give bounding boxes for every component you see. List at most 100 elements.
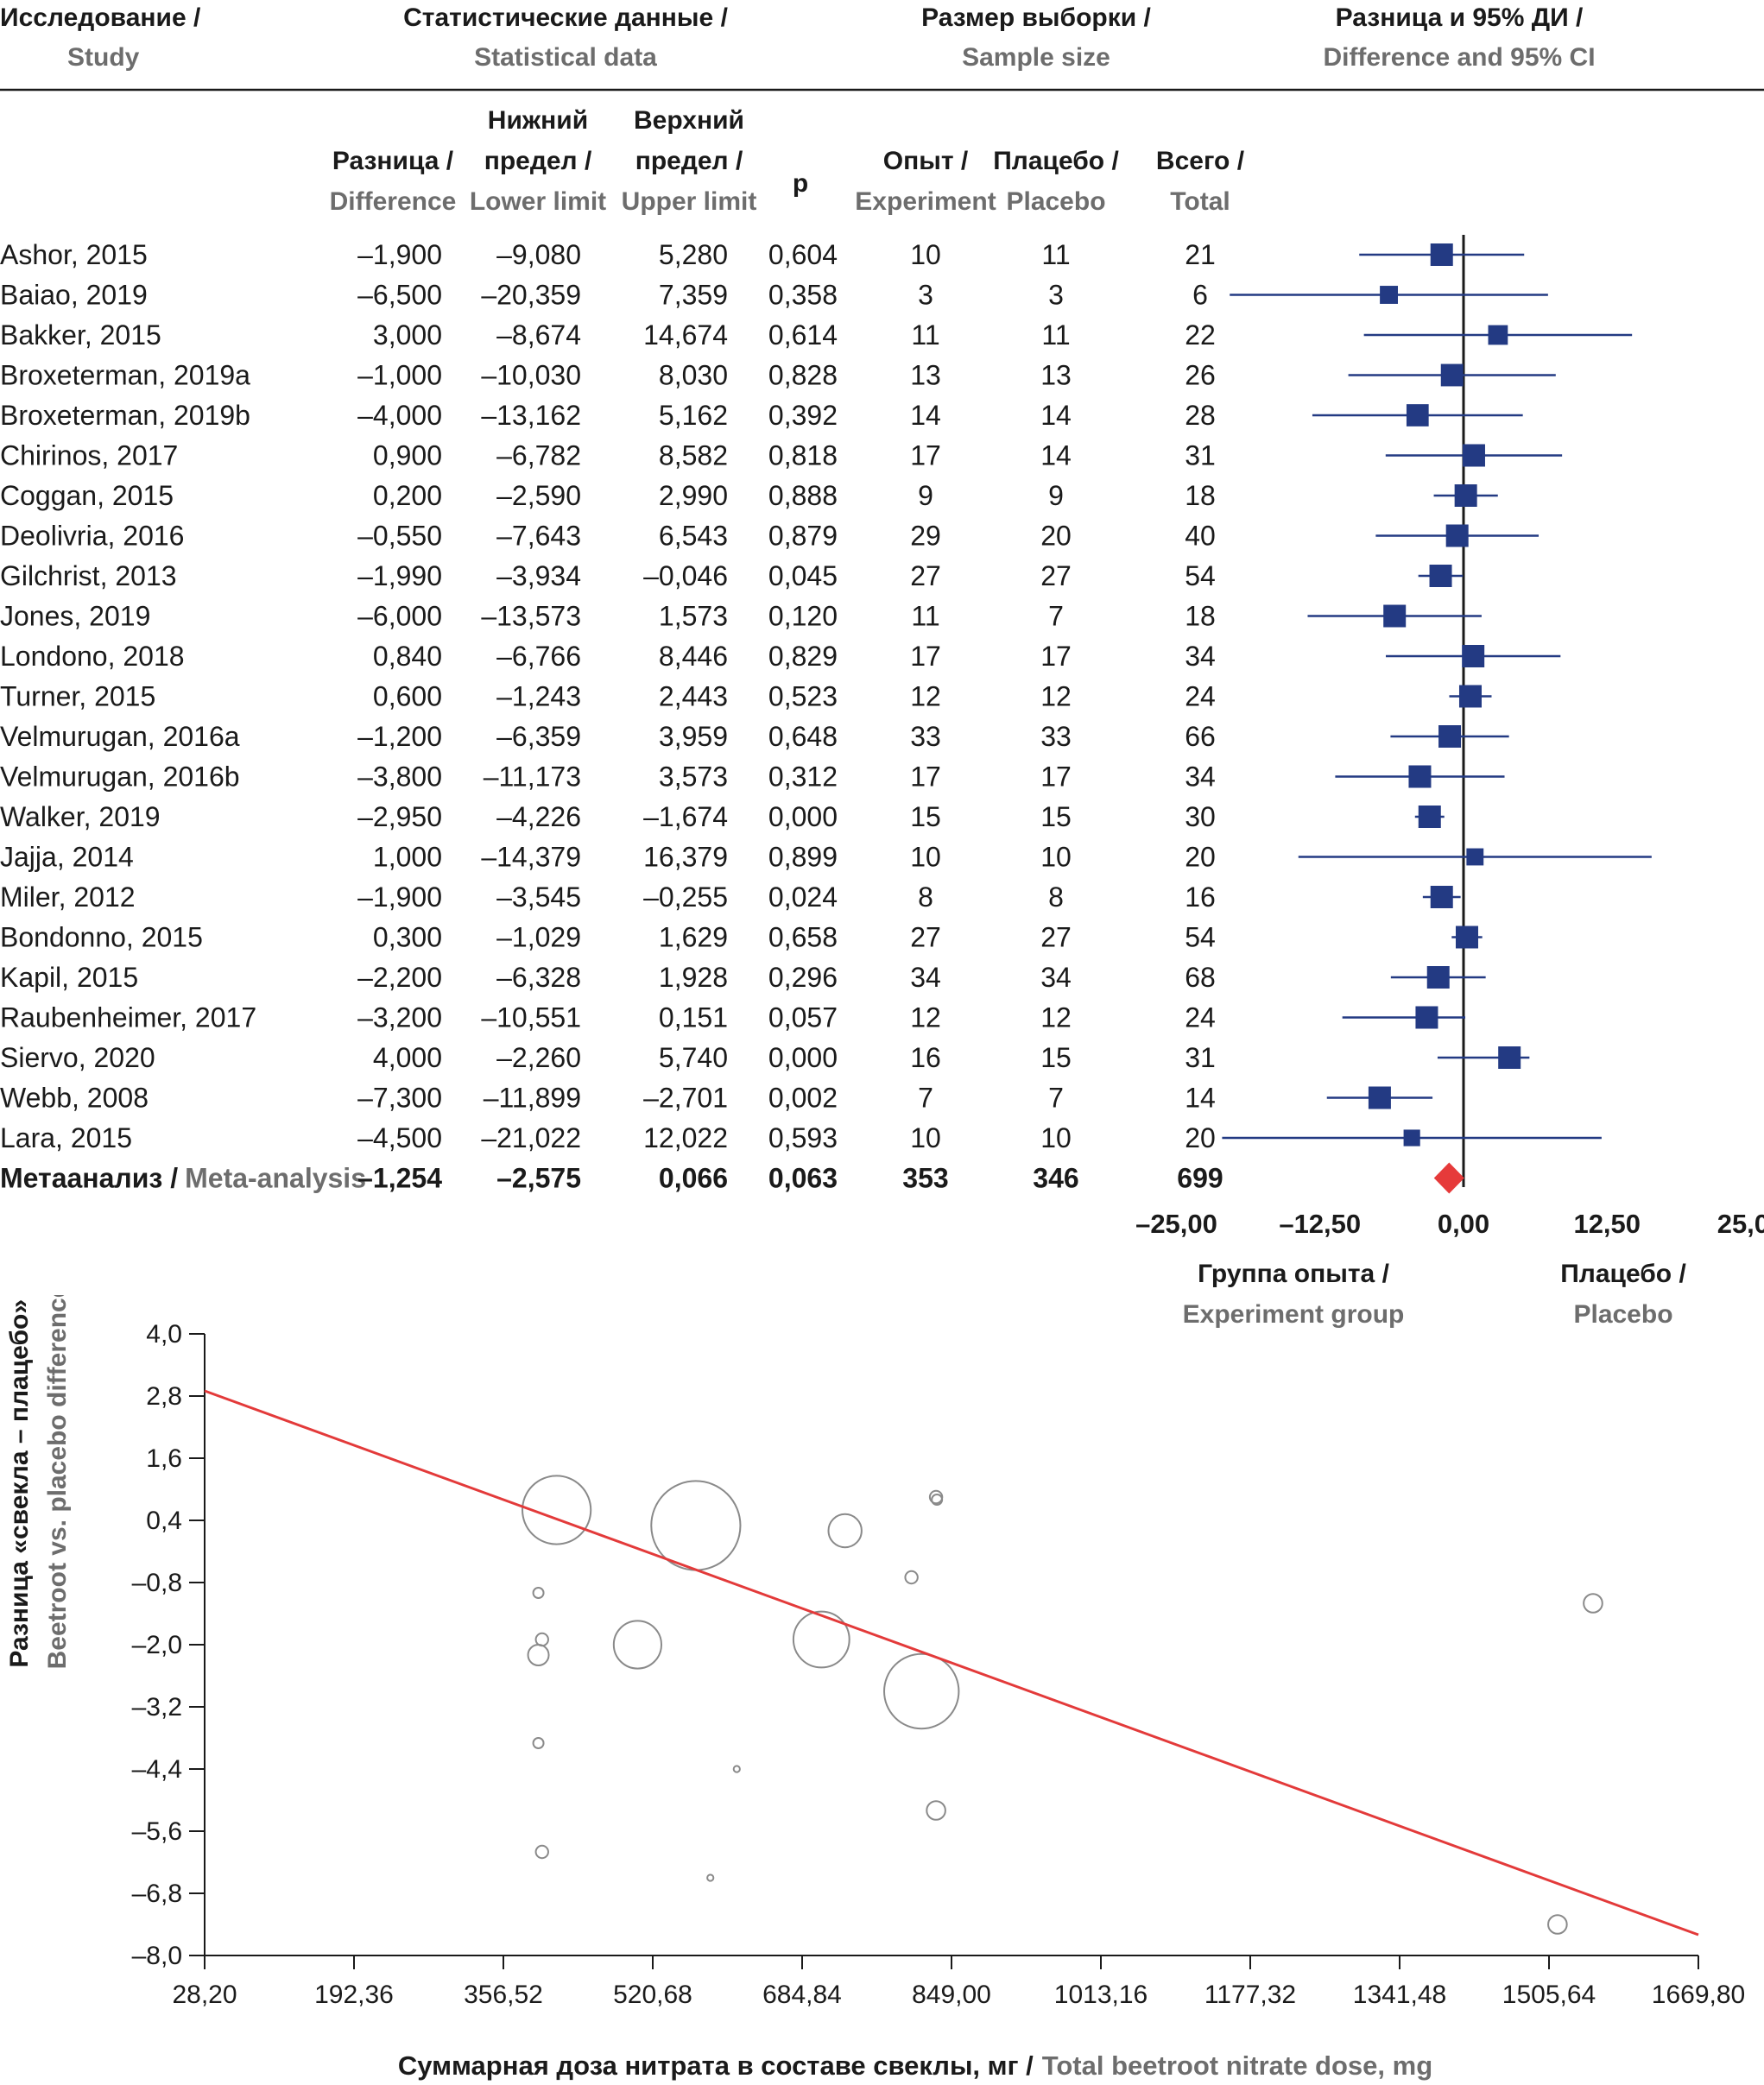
study-row: Raubenheimer, 2017 –3,200 –10,551 0,151 0,05… — [0, 1002, 1216, 1033]
header-study-en: Study — [67, 43, 140, 72]
subheader-exp-line: Experiment — [855, 187, 996, 216]
study-placebo: 27 — [1040, 560, 1072, 591]
study-placebo: 7 — [1048, 601, 1064, 632]
study-total: 26 — [1185, 360, 1216, 391]
study-total: 6 — [1192, 280, 1208, 311]
study-upper: 5,162 — [659, 400, 728, 431]
header-stat-en: Statistical data — [474, 43, 657, 72]
bubble-point — [650, 1480, 742, 1571]
study-upper: 1,573 — [659, 601, 728, 632]
study-upper: 5,280 — [659, 239, 728, 270]
study-row: Velmurugan, 2016a –1,200 –6,359 3,959 0,648 3… — [0, 721, 1216, 752]
bubble-axes: 4,0 2,8 1,6 0,4 –0,8 –2,0 –3,2 –4,4 –5,6 –6,8 –8,0… — [132, 1320, 1746, 2009]
study-placebo: 33 — [1040, 721, 1072, 752]
regression-line-path — [204, 1389, 1699, 1937]
study-exp: 12 — [910, 681, 941, 712]
favours-left-ru: Группа опыта / — [1198, 1260, 1390, 1288]
study-placebo: 15 — [1040, 1042, 1072, 1073]
meta-label-en: Meta-analysis — [185, 1163, 366, 1194]
study-name: Siervo, 2020 — [0, 1042, 155, 1073]
study-diff: –1,900 — [357, 239, 442, 270]
study-name: Gilchrist, 2013 — [0, 560, 177, 591]
subheader-placebo-line: Плацебо / — [993, 147, 1119, 175]
effect-marker — [1383, 604, 1407, 628]
study-p: 0,296 — [768, 962, 838, 993]
y-tick-label: –5,6 — [132, 1817, 182, 1846]
study-p: 0,888 — [768, 480, 838, 511]
bubble-point — [792, 1610, 850, 1669]
study-upper: –2,701 — [643, 1083, 728, 1114]
column-subheaders: Разница / Difference Нижний предел / Lower l… — [330, 106, 1245, 216]
study-name: Londono, 2018 — [0, 641, 185, 672]
x-tick-label: 1013,16 — [1054, 1981, 1148, 2009]
effect-marker — [1430, 886, 1453, 908]
study-name: Lara, 2015 — [0, 1122, 132, 1153]
study-row: Lara, 2015 –4,500 –21,022 12,022 0,593 10 10 20 — [0, 1122, 1216, 1153]
subheader-lower-line: предел / — [484, 147, 592, 175]
study-upper: 8,446 — [659, 641, 728, 672]
study-lower: –11,173 — [484, 761, 581, 793]
study-diff: –3,200 — [357, 1002, 442, 1033]
study-diff: –0,550 — [357, 521, 442, 552]
study-upper: 3,959 — [659, 721, 728, 752]
study-name: Velmurugan, 2016b — [0, 761, 240, 793]
study-lower: –3,545 — [496, 881, 581, 913]
header-diff-ru: Разница и 95% ДИ / — [1336, 3, 1584, 32]
study-p: 0,818 — [768, 440, 838, 471]
study-name: Jones, 2019 — [0, 601, 150, 632]
study-row: Coggan, 2015 0,200 –2,590 2,990 0,888 9 9 18 — [0, 480, 1216, 511]
study-placebo: 3 — [1048, 280, 1064, 311]
study-exp: 14 — [910, 400, 941, 431]
effect-marker — [1430, 243, 1453, 266]
bubble-point — [534, 1844, 549, 1860]
subheader-exp-line: Опыт / — [883, 147, 969, 175]
study-p: 0,523 — [768, 681, 838, 712]
effect-marker — [1462, 444, 1485, 467]
study-p: 0,358 — [768, 280, 838, 311]
study-exp: 13 — [910, 360, 941, 391]
study-lower: –3,934 — [496, 560, 581, 591]
study-name: Velmurugan, 2016a — [0, 721, 240, 752]
study-upper: 0,151 — [659, 1002, 728, 1033]
subheader-upper-line: предел / — [635, 147, 743, 175]
study-placebo: 10 — [1040, 1122, 1072, 1153]
study-p: 0,593 — [768, 1122, 838, 1153]
study-lower: –20,359 — [481, 280, 581, 311]
study-diff: –1,900 — [357, 881, 442, 913]
study-row: Turner, 2015 0,600 –1,243 2,443 0,523 12 12 24 — [0, 681, 1216, 712]
bubble-points — [522, 1475, 1603, 1935]
study-name: Bondonno, 2015 — [0, 922, 203, 953]
study-lower: –14,379 — [481, 842, 581, 873]
study-upper: –0,255 — [643, 881, 728, 913]
study-diff: 0,840 — [373, 641, 442, 672]
study-upper: 7,359 — [659, 280, 728, 311]
study-total: 20 — [1185, 1122, 1216, 1153]
study-p: 0,312 — [768, 761, 838, 793]
meta-label: Метаанализ / Meta-analysis — [0, 1163, 366, 1194]
study-placebo: 7 — [1048, 1083, 1064, 1114]
study-diff: –1,200 — [357, 721, 442, 752]
study-row: Bondonno, 2015 0,300 –1,029 1,629 0,658 27 27 5… — [0, 922, 1216, 953]
bubble-point — [827, 1513, 863, 1549]
study-total: 28 — [1185, 400, 1216, 431]
y-tick-label: –2,0 — [132, 1631, 182, 1659]
study-exp: 15 — [910, 801, 941, 832]
study-exp: 34 — [910, 962, 941, 993]
subheader-p-line: p — [793, 169, 808, 198]
meta-lower: –2,575 — [496, 1163, 581, 1194]
effect-marker — [1403, 1129, 1420, 1147]
study-upper: –0,046 — [643, 560, 728, 591]
study-diff: 0,200 — [373, 480, 442, 511]
study-placebo: 12 — [1040, 681, 1072, 712]
effect-marker — [1429, 565, 1452, 587]
effect-marker — [1408, 765, 1432, 788]
study-row: Siervo, 2020 4,000 –2,260 5,740 0,000 16 15 31 — [0, 1042, 1216, 1073]
study-row: Baiao, 2019 –6,500 –20,359 7,359 0,358 3 3 6 — [0, 280, 1208, 311]
x-tick-label: 849,00 — [912, 1981, 991, 2009]
study-exp: 27 — [910, 560, 941, 591]
study-diff: 0,900 — [373, 440, 442, 471]
x-axis-label: Суммарная доза нитрата в составе свеклы,… — [398, 2050, 1432, 2081]
study-lower: –2,590 — [496, 480, 581, 511]
meta-upper: 0,066 — [659, 1163, 728, 1194]
x-tick-label: 1669,80 — [1652, 1981, 1745, 2009]
